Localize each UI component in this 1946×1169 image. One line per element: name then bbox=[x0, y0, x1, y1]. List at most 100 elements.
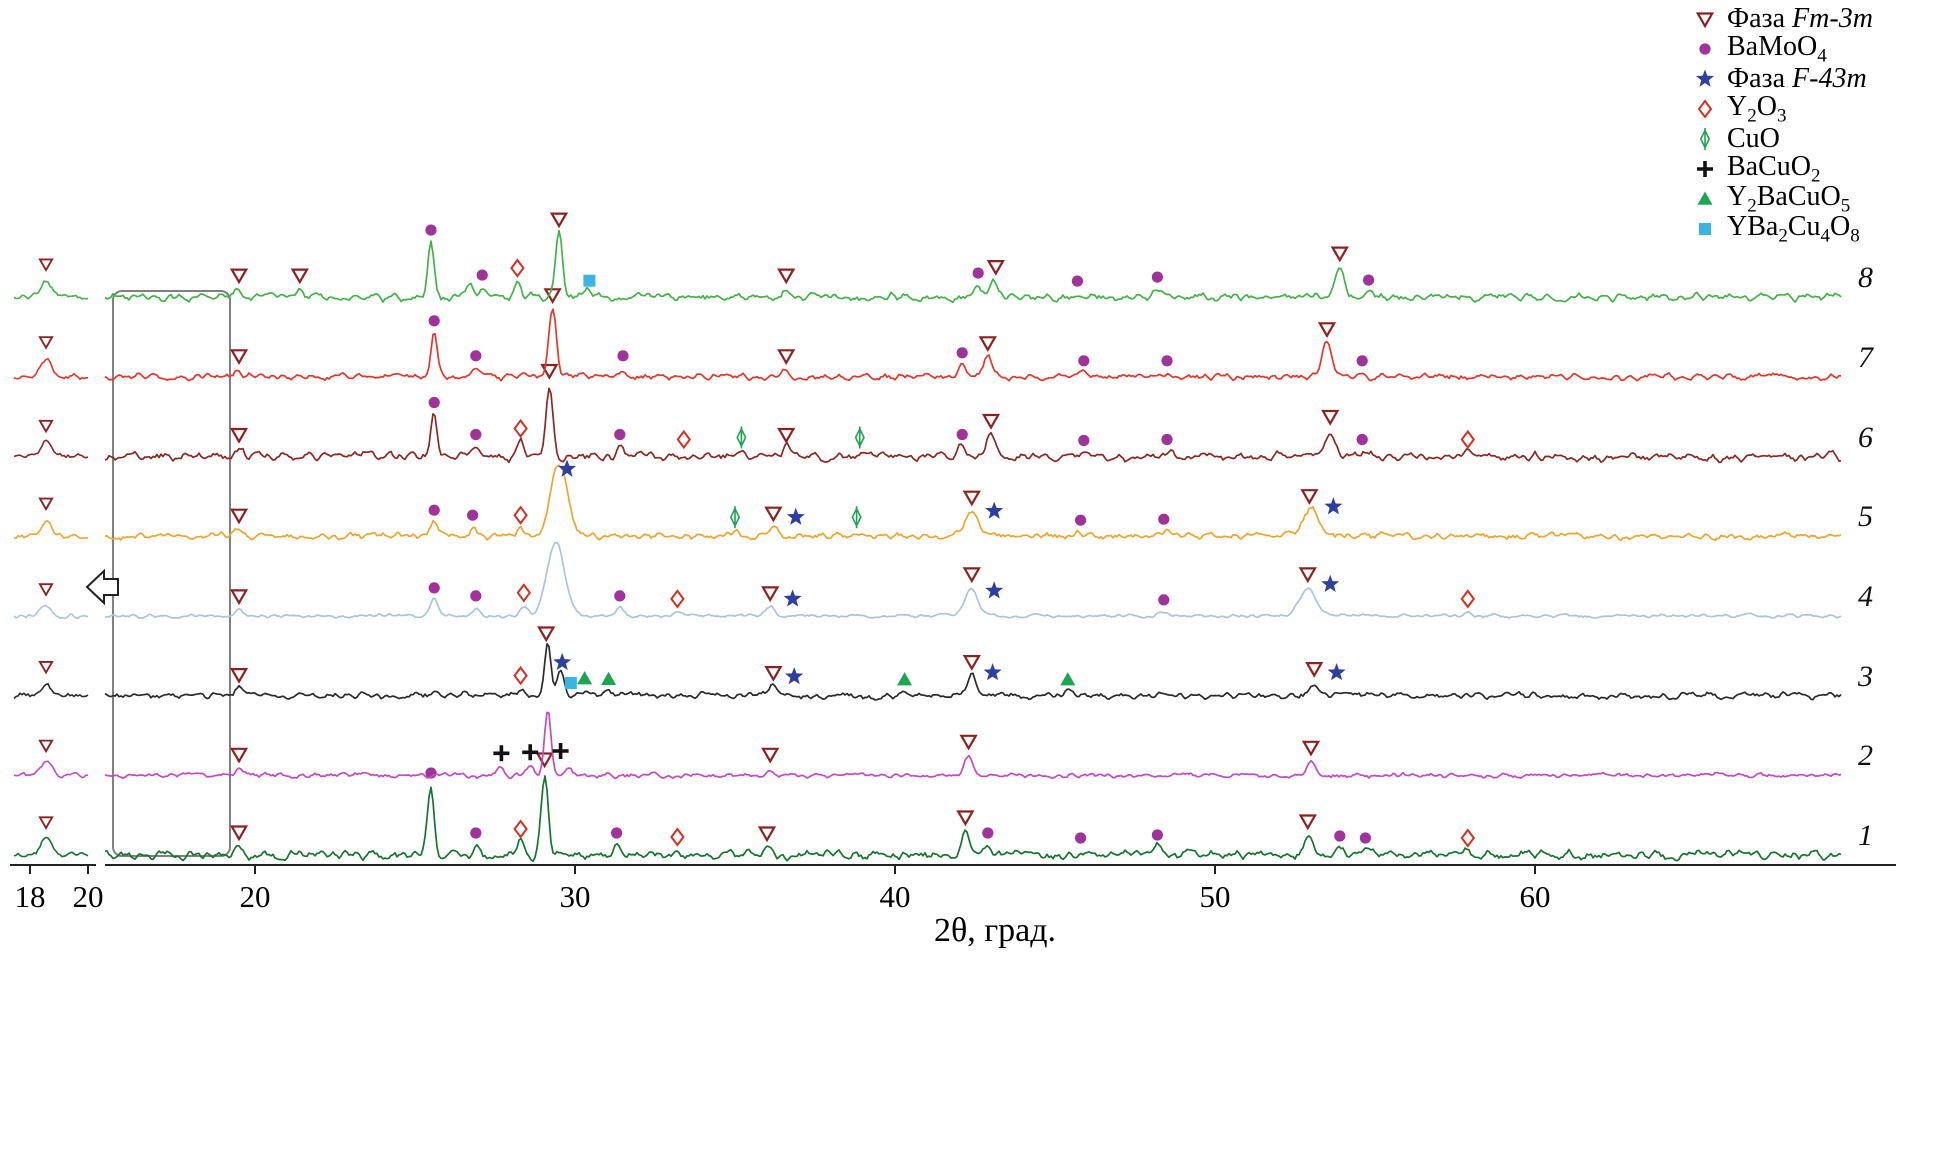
curve-number-6: 6 bbox=[1858, 421, 1873, 454]
fm3m-phase-marker-icon bbox=[777, 427, 796, 444]
fm3m-phase-marker-icon bbox=[229, 825, 249, 842]
f43m-phase-marker-icon bbox=[783, 589, 802, 607]
curve-5 bbox=[104, 464, 1842, 542]
f43m-phase-marker-icon bbox=[1321, 574, 1340, 592]
bamoo4-marker-icon bbox=[1075, 832, 1087, 844]
legend-item: Y2BaCuO5 bbox=[1692, 180, 1873, 217]
bacuo2-plus-icon bbox=[1697, 161, 1713, 177]
yba2cu4o8-square-icon bbox=[1699, 223, 1711, 235]
fm3m-phase-marker-icon bbox=[537, 626, 556, 643]
y2bacuo5-marker-icon bbox=[601, 671, 617, 685]
legend-item: Фаза Fm-3m bbox=[1692, 4, 1873, 34]
inset-curve-2 bbox=[13, 760, 89, 779]
fm3m-phase-marker-icon bbox=[1305, 661, 1324, 678]
bacuo2-marker-icon bbox=[522, 744, 539, 761]
fm3m-phase-marker-icon bbox=[290, 268, 309, 285]
legend-item: Y2O3 bbox=[1692, 92, 1873, 125]
f43m-phase-marker-icon bbox=[557, 459, 577, 477]
inset-curve-4 bbox=[13, 604, 89, 620]
fm3m-phase-marker-icon bbox=[777, 268, 796, 285]
inset-curve-8 bbox=[13, 280, 89, 300]
bamoo4-marker-icon bbox=[617, 350, 629, 362]
x-axis-tick-label: 30 bbox=[560, 879, 591, 914]
curve-number-3: 3 bbox=[1857, 660, 1873, 693]
legend-label: Фаза Fm-3m bbox=[1727, 3, 1873, 34]
fm3m-phase-marker-icon bbox=[1301, 740, 1321, 757]
legend-label: Фаза F-43m bbox=[1727, 63, 1867, 94]
inset-curve-7 bbox=[13, 357, 88, 381]
curve-7 bbox=[104, 308, 1842, 382]
inset-curve-1 bbox=[13, 836, 89, 858]
curve-group-5: 5 bbox=[14, 459, 1873, 542]
fm3m-phase-marker-icon bbox=[535, 752, 554, 769]
x-axis-tick-label: 40 bbox=[880, 879, 911, 914]
curve-4 bbox=[104, 541, 1842, 619]
inset-curve-3 bbox=[13, 682, 89, 700]
zoom-region-box bbox=[112, 290, 231, 857]
curve-group-2: 2 bbox=[13, 711, 1873, 780]
curve-group-8: 8 bbox=[13, 212, 1873, 304]
phase-legend: Фаза Fm-3m BaMoO4 Фаза F-43m Y2O3 CuO BaCuO2 Y… bbox=[1692, 4, 1873, 245]
bamoo4-marker-icon bbox=[1356, 433, 1368, 446]
fm3m-phase-marker-icon bbox=[1298, 567, 1317, 584]
fm3m-phase-marker-icon bbox=[1317, 322, 1337, 339]
f43m-phase-marker-icon bbox=[553, 652, 572, 671]
fm3m-phase-marker-icon bbox=[764, 506, 783, 523]
bamoo4-marker-icon bbox=[428, 396, 440, 409]
fm3m-phase-marker-icon bbox=[38, 816, 54, 830]
f43m-phase-marker-icon bbox=[985, 501, 1004, 519]
x-axis-tick-label: 50 bbox=[1200, 879, 1231, 914]
curve-group-6: 6 bbox=[13, 363, 1873, 464]
inset-axis-tick-label: 18 bbox=[15, 879, 46, 914]
legend-item: CuO bbox=[1692, 124, 1873, 154]
bamoo4-marker-icon bbox=[1151, 271, 1163, 283]
f43m-phase-marker-icon bbox=[1324, 497, 1343, 515]
bamoo4-marker-icon bbox=[1334, 830, 1346, 842]
bamoo4-marker-icon bbox=[972, 267, 984, 279]
bamoo4-marker-icon bbox=[1356, 355, 1368, 367]
bamoo4-marker-icon bbox=[1151, 829, 1163, 841]
curve-group-7: 7 bbox=[13, 288, 1875, 382]
bacuo2-marker-icon bbox=[552, 743, 569, 759]
fm3m-phase-marker-icon bbox=[38, 497, 54, 512]
fm3m-phase-marker-icon bbox=[777, 349, 796, 366]
y2bacuo5-marker-icon bbox=[577, 671, 593, 685]
yba2cu4o8-marker-icon bbox=[564, 677, 577, 689]
bamoo4-marker-icon bbox=[1071, 275, 1083, 287]
inset-curve-6 bbox=[13, 439, 89, 459]
fm3m-phase-marker-icon bbox=[962, 490, 981, 507]
curve-number-1: 1 bbox=[1858, 819, 1873, 852]
curve-group-3: 3 bbox=[13, 626, 1873, 701]
fm3m-phase-marker-icon bbox=[38, 660, 54, 675]
fm3m-phase-marker-icon bbox=[229, 667, 249, 684]
bamoo4-marker-icon bbox=[1158, 513, 1170, 525]
bamoo4-marker-icon bbox=[428, 582, 440, 594]
bamoo4-marker-icon bbox=[1158, 594, 1170, 606]
legend-label: Y2BaCuO5 bbox=[1727, 180, 1851, 217]
bamoo4-marker-icon bbox=[428, 504, 440, 516]
x-axis-tick-label: 60 bbox=[1520, 879, 1551, 914]
fm3m-phase-marker-icon bbox=[1300, 489, 1319, 505]
legend-item: BaCuO2 bbox=[1692, 152, 1873, 185]
curve-number-8: 8 bbox=[1858, 261, 1873, 294]
bacuo2-marker-icon bbox=[493, 745, 510, 762]
fm3m-phase-marker-icon bbox=[761, 586, 780, 603]
fm3m-triangle-icon bbox=[1695, 12, 1715, 29]
bamoo4-marker-icon bbox=[614, 428, 626, 441]
f43m-phase-marker-icon bbox=[1327, 663, 1346, 681]
fm3m-phase-marker-icon bbox=[229, 508, 249, 525]
bamoo4-marker-icon bbox=[428, 315, 440, 327]
f43m-phase-marker-icon bbox=[786, 507, 805, 525]
bamoo4-marker-icon bbox=[476, 269, 488, 281]
inset-curve-5 bbox=[14, 520, 89, 540]
bamoo4-marker-icon bbox=[956, 347, 968, 359]
fm3m-phase-marker-icon bbox=[962, 567, 981, 584]
fm3m-phase-marker-icon bbox=[38, 336, 54, 350]
y2o3-diamond-icon bbox=[1697, 99, 1713, 119]
y2o3-marker-icon bbox=[513, 665, 528, 686]
bamoo4-marker-icon bbox=[467, 509, 479, 521]
y2o3-marker-icon bbox=[1460, 589, 1476, 609]
legend-item: YBa2Cu4O8 bbox=[1692, 212, 1873, 245]
fm3m-phase-marker-icon bbox=[978, 336, 997, 353]
